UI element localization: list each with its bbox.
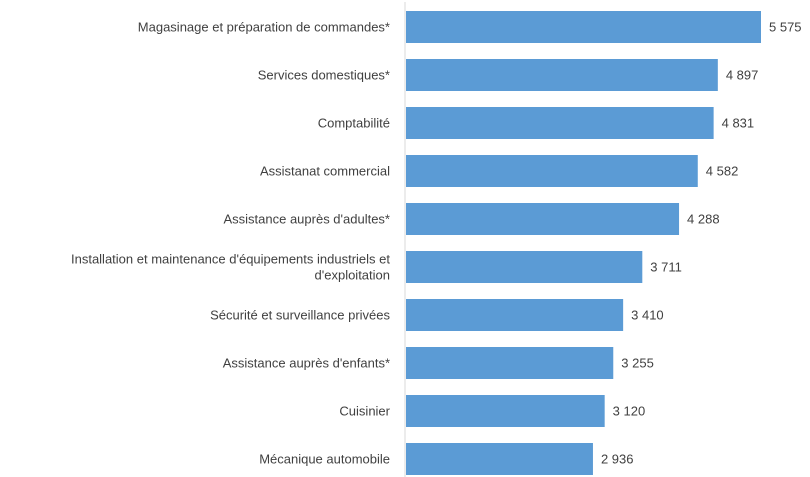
category-label: Cuisinier	[339, 404, 390, 419]
bar	[406, 443, 593, 475]
data-label: 3 711	[650, 260, 682, 275]
data-label: 4 288	[687, 212, 720, 227]
category-label: Sécurité et surveillance privées	[210, 308, 390, 323]
category-label: Mécanique automobile	[259, 452, 390, 467]
data-label: 4 897	[726, 68, 759, 83]
category-label: Assistance auprès d'adultes*	[223, 212, 390, 227]
category-label: Assistanat commercial	[260, 164, 390, 179]
category-label: Comptabilité	[318, 116, 390, 131]
bar	[406, 11, 761, 43]
bar	[406, 395, 605, 427]
category-label: Assistance auprès d'enfants*	[223, 356, 390, 371]
bar	[406, 59, 718, 91]
data-label: 4 582	[706, 164, 739, 179]
data-label: 5 575	[769, 20, 802, 35]
data-label: 3 410	[631, 308, 664, 323]
bar	[406, 251, 643, 283]
data-label: 3 255	[621, 356, 654, 371]
bar	[406, 347, 614, 379]
data-label: 3 120	[613, 404, 646, 419]
category-label: Services domestiques*	[258, 68, 390, 83]
data-label: 4 831	[722, 116, 755, 131]
data-label: 2 936	[601, 452, 634, 467]
category-label: Magasinage et préparation de commandes*	[138, 20, 390, 35]
bar	[406, 155, 698, 187]
category-label: d'exploitation	[315, 268, 390, 283]
bar	[406, 203, 680, 235]
bar	[406, 107, 714, 139]
category-label: Installation et maintenance d'équipement…	[71, 252, 390, 267]
bar	[406, 299, 624, 331]
